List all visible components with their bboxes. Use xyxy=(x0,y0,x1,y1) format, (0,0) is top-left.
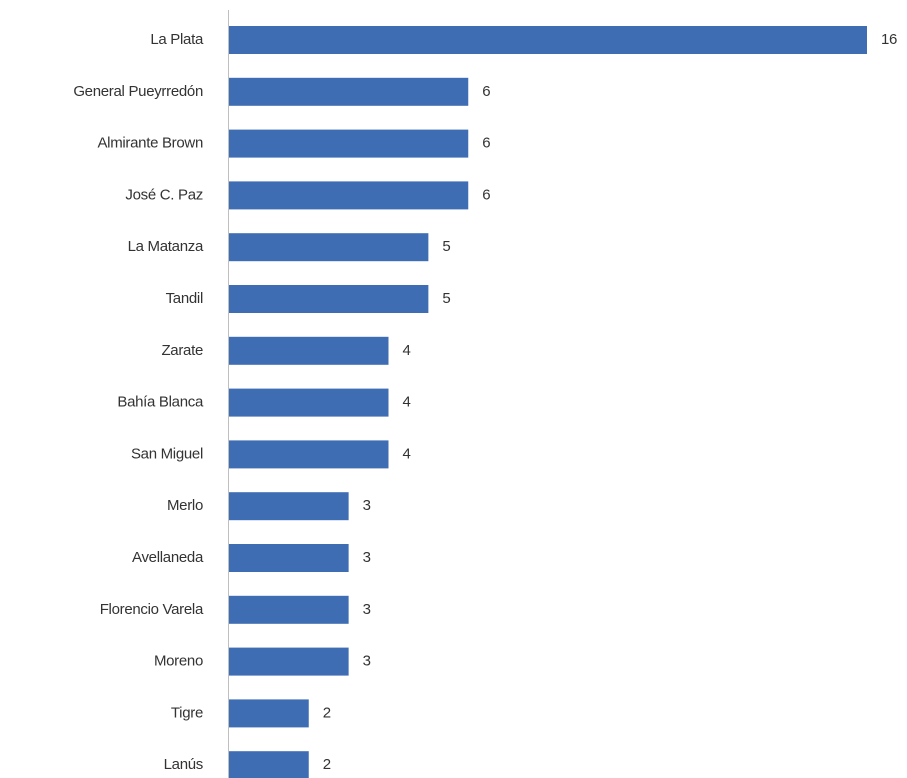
data-label: 6 xyxy=(482,135,490,152)
category-label: Tigre xyxy=(171,704,203,721)
bar xyxy=(229,285,429,313)
bar xyxy=(229,751,309,778)
data-label: 2 xyxy=(323,704,331,721)
bar xyxy=(229,77,469,106)
bar xyxy=(229,647,349,676)
category-label: Tandil xyxy=(166,290,203,307)
data-label: 5 xyxy=(442,238,450,255)
bar xyxy=(229,440,389,469)
data-label: 16 xyxy=(881,31,897,48)
data-label: 5 xyxy=(442,290,450,307)
data-label: 4 xyxy=(403,445,411,462)
category-label: General Pueyrredón xyxy=(73,83,203,100)
bar xyxy=(229,181,469,210)
category-label: Merlo xyxy=(167,497,203,514)
category-label: Avellaneda xyxy=(132,549,204,566)
data-label: 6 xyxy=(482,186,490,203)
bar xyxy=(229,233,429,262)
data-label: 3 xyxy=(363,497,371,514)
category-label: San Miguel xyxy=(131,445,203,462)
category-label: Moreno xyxy=(154,653,203,670)
category-label: Bahía Blanca xyxy=(117,394,204,411)
bar xyxy=(229,388,389,417)
data-label: 6 xyxy=(482,83,490,100)
category-label: Zarate xyxy=(161,342,203,359)
bar xyxy=(229,336,389,365)
data-label: 3 xyxy=(363,601,371,618)
category-label: Lanús xyxy=(164,756,203,773)
category-label: José C. Paz xyxy=(125,186,203,203)
data-label: 3 xyxy=(363,549,371,566)
category-label: La Plata xyxy=(150,31,204,48)
bar xyxy=(229,26,867,54)
category-label: Florencio Varela xyxy=(100,601,204,618)
data-label: 3 xyxy=(363,653,371,670)
data-label: 4 xyxy=(403,342,411,359)
bar xyxy=(229,699,309,728)
bar xyxy=(229,595,349,624)
data-label: 4 xyxy=(403,394,411,411)
bar xyxy=(229,129,469,158)
data-label: 2 xyxy=(323,756,331,773)
bar xyxy=(229,544,349,572)
bar xyxy=(229,492,349,521)
category-label: Almirante Brown xyxy=(97,135,203,152)
category-label: La Matanza xyxy=(128,238,204,255)
